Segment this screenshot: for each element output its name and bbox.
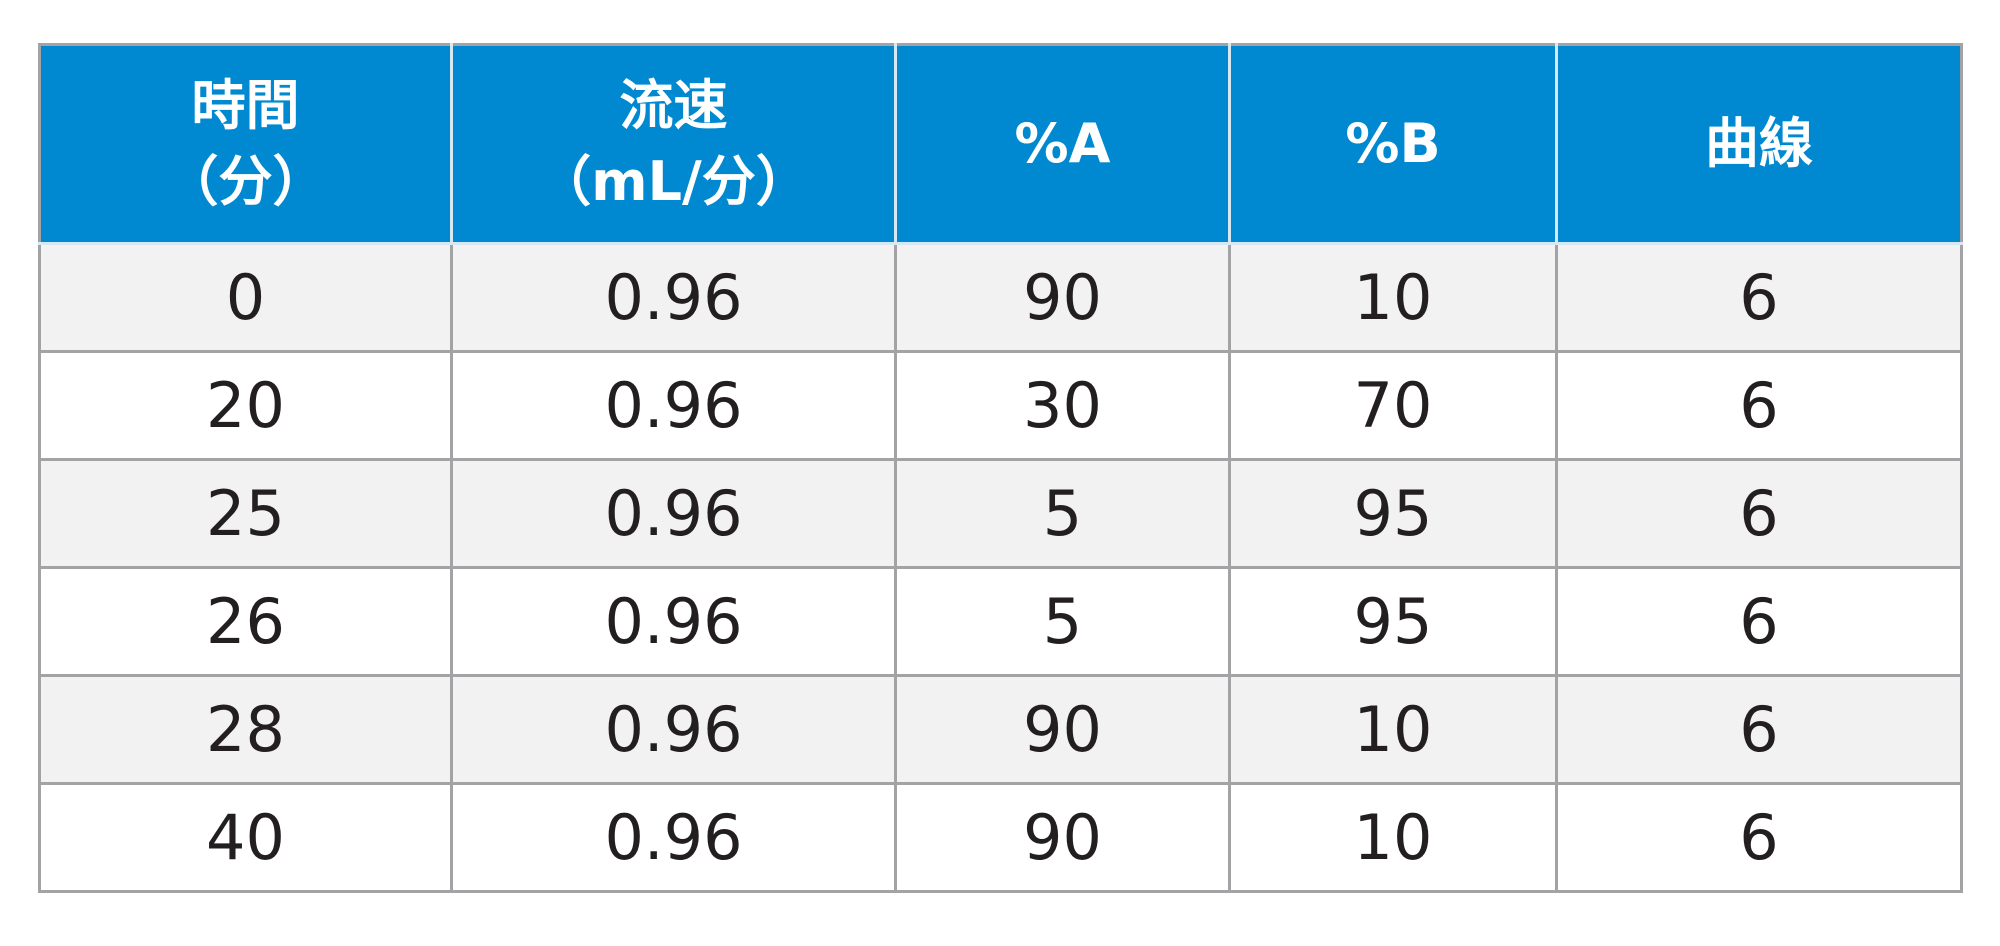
- header-cell: %A: [894, 43, 1231, 245]
- table-cell: 10: [1228, 674, 1558, 785]
- table-cell: 6: [1555, 674, 1963, 785]
- header-text: 曲線: [1705, 112, 1813, 175]
- table-cell: 0.96: [450, 782, 897, 893]
- table-row: 0 0.96 90 10 6: [38, 242, 1963, 353]
- table-body: 0 0.96 90 10 6 20 0.96 30 70 6 25 0.96 5 95 6 26 0.96 5 95…: [38, 242, 1963, 893]
- table-cell: 95: [1228, 566, 1558, 677]
- header-text: %B: [1345, 112, 1441, 175]
- header-text: %A: [1014, 112, 1111, 175]
- header-cell: 曲線: [1555, 43, 1963, 245]
- table-cell: 0.96: [450, 458, 897, 569]
- table-cell: 0.96: [450, 242, 897, 353]
- table-cell: 26: [38, 566, 453, 677]
- header-text: （分）: [164, 150, 327, 213]
- table-cell: 20: [38, 350, 453, 461]
- table-cell: 90: [894, 674, 1231, 785]
- header-cell: 時間 （分）: [38, 43, 453, 245]
- gradient-table: 時間 （分） 流速 （mL/分） %A %B 曲線 0 0.96 90 10 6 20 0.96 30 70…: [38, 43, 1963, 893]
- header-cell: 流速 （mL/分）: [450, 43, 897, 245]
- table-row: 25 0.96 5 95 6: [38, 458, 1963, 569]
- table-cell: 25: [38, 458, 453, 569]
- table-cell: 10: [1228, 782, 1558, 893]
- header-row: 時間 （分） 流速 （mL/分） %A %B 曲線: [38, 43, 1963, 245]
- table-cell: 6: [1555, 242, 1963, 353]
- header-text: 時間: [191, 74, 300, 137]
- table-cell: 0.96: [450, 674, 897, 785]
- table-cell: 70: [1228, 350, 1558, 461]
- table-cell: 10: [1228, 242, 1558, 353]
- table-cell: 28: [38, 674, 453, 785]
- table-cell: 0: [38, 242, 453, 353]
- table-row: 26 0.96 5 95 6: [38, 566, 1963, 677]
- table-cell: 5: [894, 458, 1231, 569]
- header-text: 流速: [619, 74, 728, 137]
- table-cell: 95: [1228, 458, 1558, 569]
- header-cell: %B: [1228, 43, 1558, 245]
- table-row: 28 0.96 90 10 6: [38, 674, 1963, 785]
- table-cell: 0.96: [450, 350, 897, 461]
- table-cell: 6: [1555, 566, 1963, 677]
- table-cell: 0.96: [450, 566, 897, 677]
- table-cell: 40: [38, 782, 453, 893]
- header-text: （mL/分）: [537, 150, 810, 213]
- table-cell: 30: [894, 350, 1231, 461]
- table-row: 20 0.96 30 70 6: [38, 350, 1963, 461]
- table-cell: 5: [894, 566, 1231, 677]
- table-cell: 6: [1555, 458, 1963, 569]
- table-cell: 90: [894, 242, 1231, 353]
- table-cell: 90: [894, 782, 1231, 893]
- table-cell: 6: [1555, 782, 1963, 893]
- table-cell: 6: [1555, 350, 1963, 461]
- table-row: 40 0.96 90 10 6: [38, 782, 1963, 893]
